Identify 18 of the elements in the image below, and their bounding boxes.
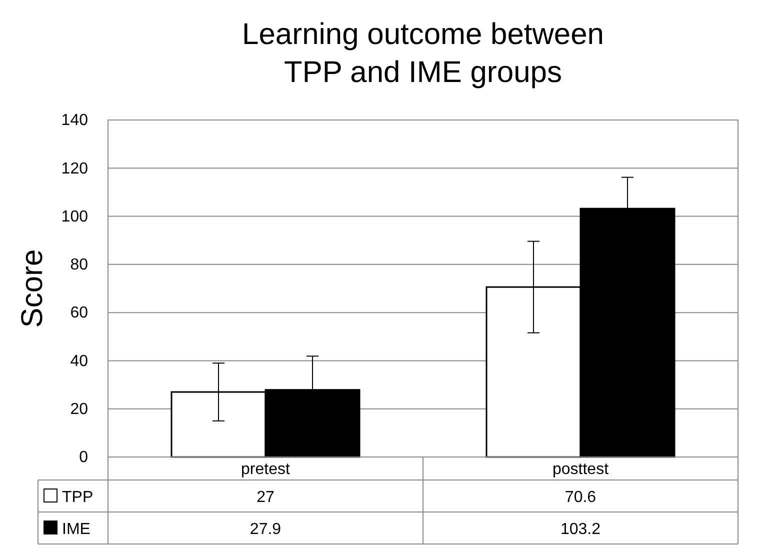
y-tick-label: 60 xyxy=(70,304,88,322)
y-tick-label: 80 xyxy=(70,256,88,274)
y-tick-label: 0 xyxy=(79,449,88,466)
y-tick-label: 120 xyxy=(61,160,88,178)
x-tick-label: posttest xyxy=(552,461,610,478)
legend-label: IME xyxy=(62,521,90,538)
data-label: 103.2 xyxy=(560,521,601,538)
y-tick-label: 140 xyxy=(61,112,88,130)
data-label: 27.9 xyxy=(250,521,282,538)
data-label: 27 xyxy=(256,489,274,506)
y-axis-title: Score xyxy=(16,249,49,328)
legend-label: TPP xyxy=(62,489,94,506)
y-tick-label: 20 xyxy=(70,400,88,418)
y-tick-label: 40 xyxy=(70,352,88,370)
x-tick-label: pretest xyxy=(241,461,291,478)
chart-title: Learning outcome between TPP and IME groups xyxy=(242,18,604,89)
data-label: 70.6 xyxy=(564,489,596,506)
y-tick-label: 100 xyxy=(61,208,88,226)
